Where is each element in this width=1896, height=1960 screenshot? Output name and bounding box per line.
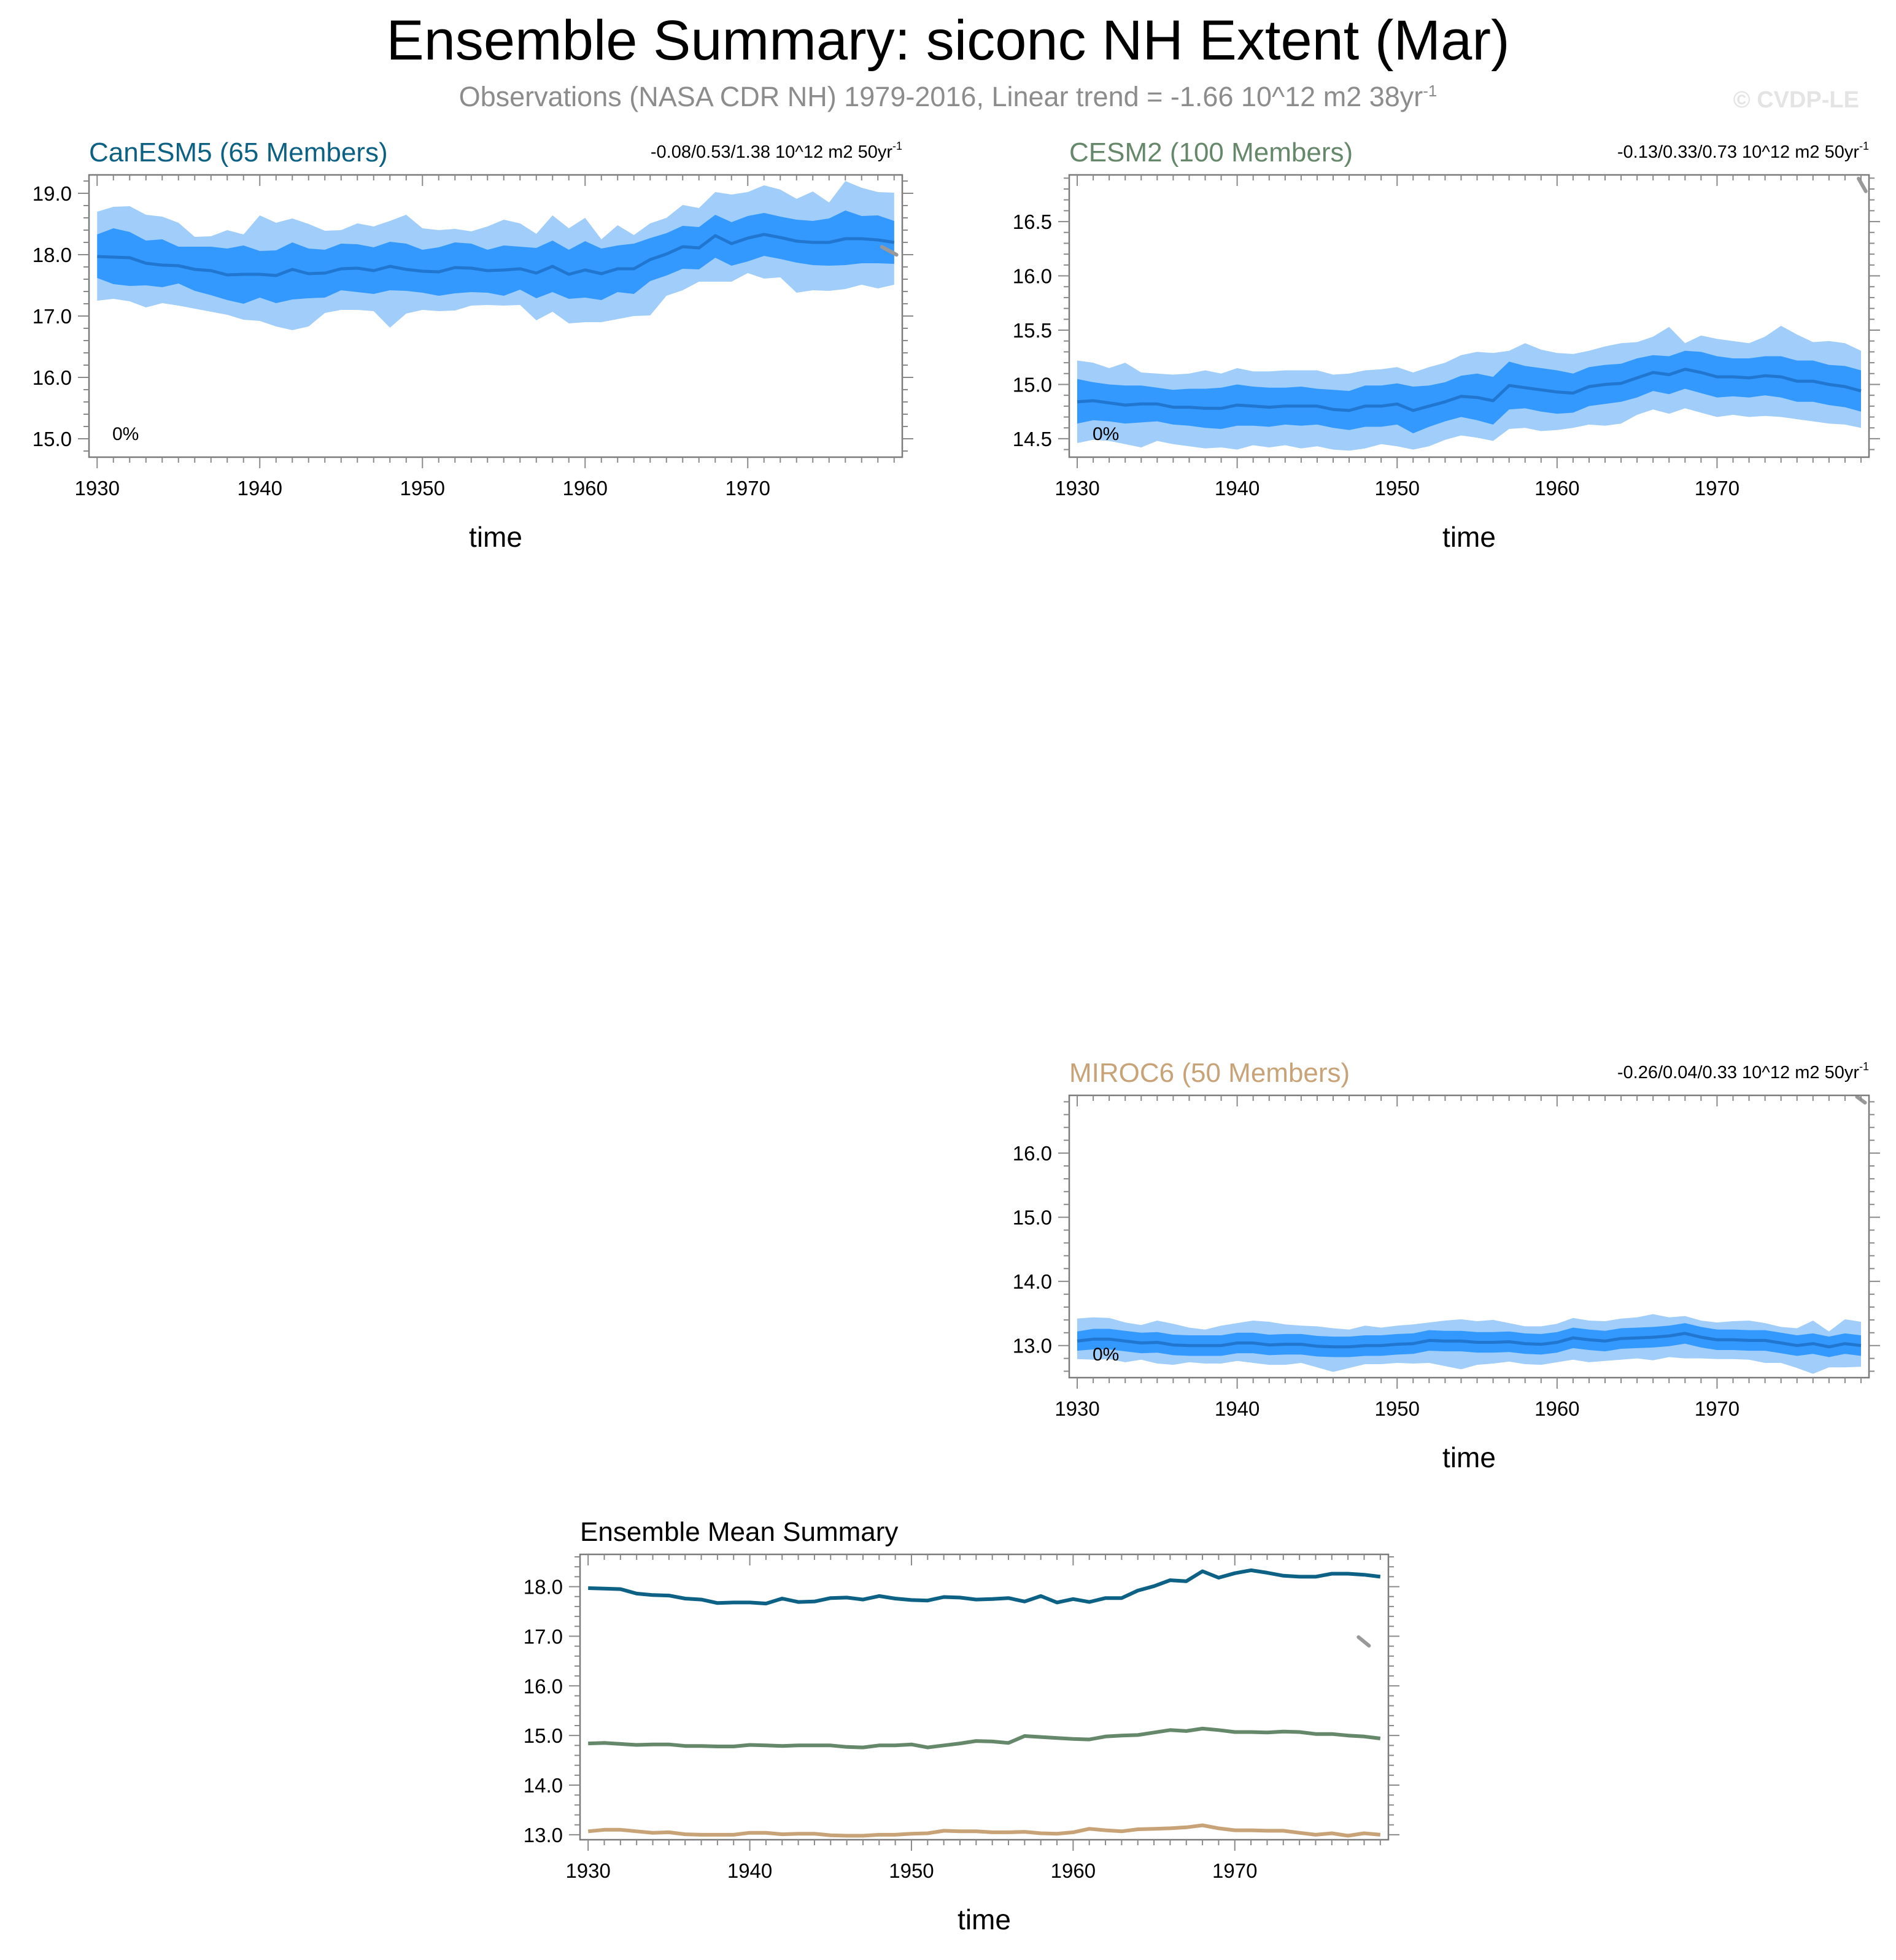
panel-canesm5: CanESM5 (65 Members) -0.08/0.53/1.38 10^1… [33,137,913,553]
y-tick-label: 14.0 [1013,1270,1052,1293]
y-tick-label: 16.5 [1013,210,1052,233]
panel-cesm2: CESM2 (100 Members) -0.13/0.33/0.73 10^12… [1013,137,1880,553]
x-tick-label: 1950 [400,477,445,500]
x-tick-label: 1930 [1054,1397,1099,1420]
cesm2-ensemble-mean-line [1077,368,1862,412]
cesm2-axes-frame [1068,174,1870,458]
y-tick-label: 13.0 [524,1824,563,1846]
cesm2-percent-label: 0% [1093,424,1119,444]
cvdp-le-watermark: © CVDP-LE [1733,87,1859,113]
miroc6-trend-label: -0.26/0.04/0.33 10^12 m2 50yr-1 [1617,1060,1869,1082]
y-tick-label: 17.0 [524,1625,563,1648]
x-tick-label: 1970 [726,477,770,500]
miroc6-percent-label: 0% [1093,1345,1119,1365]
y-tick-label: 15.0 [33,428,72,450]
y-tick-label: 18.0 [524,1576,563,1599]
ensemble-mean-panel-title: Ensemble Mean Summary [580,1517,898,1547]
y-tick-label: 16.0 [1013,265,1052,288]
x-tick-label: 1940 [238,477,282,500]
subtitle-text: Observations (NASA CDR NH) 1979-2016, Li… [459,81,1423,112]
y-tick-label: 15.0 [1013,373,1052,396]
cesm2-trend-label: -0.13/0.33/0.73 10^12 m2 50yr-1 [1617,140,1869,162]
x-tick-label: 1930 [565,1859,610,1882]
miroc6-inner-range-band [1077,1323,1861,1357]
series-line-cesm2 [588,1726,1381,1750]
x-tick-label: 1960 [1051,1859,1096,1882]
cesm2-trend-value: -0.13/0.33/0.73 10^12 m2 50yr [1617,142,1859,162]
panel-ensemble-mean: Ensemble Mean Summary 1930 1940 1950 1960 197… [524,1517,1399,1935]
canesm5-x-axis-label: time [469,521,522,553]
miroc6-ensemble-mean-line [1077,1332,1862,1349]
y-tick-label: 17.0 [33,305,72,328]
series-line-canesm5 [588,1568,1381,1606]
figure-subtitle: Observations (NASA CDR NH) 1979-2016, Li… [0,81,1896,113]
x-tick-label: 1930 [75,477,120,500]
canesm5-trend-value: -0.08/0.53/1.38 10^12 m2 50yr [651,142,892,162]
canesm5-inner-range-band [97,210,894,304]
y-tick-label: 15.0 [1013,1206,1052,1229]
figure-title: Ensemble Summary: siconc NH Extent (Mar) [386,9,1510,72]
x-tick-label: 1950 [889,1859,934,1882]
canesm5-trend-label: -0.08/0.53/1.38 10^12 m2 50yr-1 [651,140,902,162]
y-tick-label: 16.0 [33,366,72,389]
y-tick-label: 18.0 [33,244,72,266]
x-tick-label: 1940 [1215,477,1259,500]
series-line-miroc6 [587,1823,1381,1838]
canesm5-percent-label: 0% [112,424,139,444]
x-tick-label: 1960 [1534,477,1579,500]
miroc6-axes-frame [1068,1094,1870,1379]
subtitle-exponent: -1 [1423,82,1437,100]
ensemble-mean-obs-trend-segment [1356,1635,1371,1648]
cesm2-trend-exponent: -1 [1859,140,1869,152]
y-tick-label: 16.0 [524,1675,563,1697]
x-tick-label: 1940 [727,1859,772,1882]
canesm5-ensemble-mean-line [97,233,895,277]
y-tick-label: 13.0 [1013,1335,1052,1357]
y-tick-label: 14.0 [524,1774,563,1797]
panel-miroc6: MIROC6 (50 Members) -0.26/0.04/0.33 10^12… [1013,1058,1880,1473]
x-tick-label: 1940 [1215,1397,1259,1420]
x-tick-label: 1970 [1212,1859,1257,1882]
y-tick-label: 19.0 [33,182,72,205]
y-tick-label: 14.5 [1013,428,1052,450]
cesm2-obs-trend-segment [1857,176,1868,193]
x-tick-label: 1960 [1534,1397,1579,1420]
x-tick-label: 1950 [1375,1397,1420,1420]
ensemble-mean-x-axis-label: time [958,1904,1011,1935]
cesm2-panel-title: CESM2 (100 Members) [1069,137,1353,168]
x-tick-label: 1970 [1695,1397,1739,1420]
x-tick-label: 1930 [1054,477,1099,500]
x-tick-label: 1970 [1695,477,1739,500]
miroc6-trend-value: -0.26/0.04/0.33 10^12 m2 50yr [1617,1063,1859,1082]
canesm5-panel-title: CanESM5 (65 Members) [89,137,388,168]
y-tick-label: 16.0 [1013,1142,1052,1165]
ensemble-mean-axes-frame [579,1553,1390,1841]
canesm5-trend-exponent: -1 [892,140,902,152]
y-tick-label: 15.5 [1013,319,1052,342]
cesm2-inner-range-band [1077,350,1861,434]
x-tick-label: 1960 [563,477,608,500]
x-tick-label: 1950 [1375,477,1420,500]
canesm5-obs-trend-segment [880,245,899,257]
miroc6-panel-title: MIROC6 (50 Members) [1069,1058,1350,1088]
miroc6-trend-exponent: -1 [1859,1060,1869,1073]
cesm2-x-axis-label: time [1442,521,1496,553]
miroc6-x-axis-label: time [1442,1441,1496,1473]
y-tick-label: 15.0 [524,1724,563,1747]
